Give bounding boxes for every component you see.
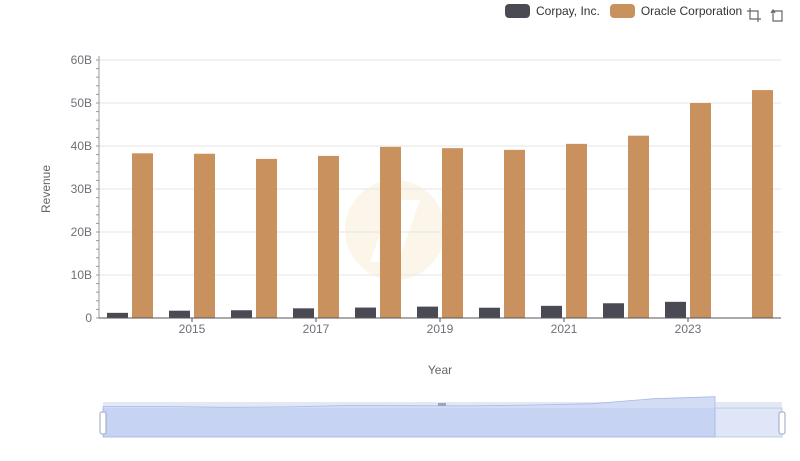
x-tick-label: 2023: [675, 322, 702, 336]
bar-corpay-2014[interactable]: [107, 312, 128, 318]
bar-corpay-2023[interactable]: [665, 301, 686, 318]
y-tick-label: 40B: [71, 139, 92, 153]
legend: Corpay, Inc. Oracle Corporation: [505, 4, 742, 18]
bar-oracle-2021[interactable]: [566, 143, 587, 318]
y-tick-label: 10B: [71, 268, 92, 282]
slider-drag-grip[interactable]: [438, 403, 446, 406]
legend-item-oracle[interactable]: Oracle Corporation: [609, 4, 743, 18]
y-tick-label: 50B: [71, 96, 92, 110]
bar-oracle-2017[interactable]: [318, 155, 339, 318]
restore-icon[interactable]: [770, 7, 786, 23]
bar-oracle-2024[interactable]: [752, 90, 773, 318]
bar-group: [107, 90, 773, 318]
slider-handle-left[interactable]: [99, 411, 107, 435]
y-tick-label: 0: [85, 311, 92, 325]
bar-oracle-2018[interactable]: [380, 146, 401, 318]
toolbox: [746, 7, 786, 23]
bar-corpay-2021[interactable]: [541, 305, 562, 318]
bar-oracle-2015[interactable]: [194, 153, 215, 318]
legend-label-corpay: Corpay, Inc.: [536, 4, 600, 18]
x-tick-label: 2015: [179, 322, 206, 336]
bar-oracle-2023[interactable]: [690, 103, 711, 318]
bar-oracle-2016[interactable]: [256, 158, 277, 318]
bar-corpay-2018[interactable]: [355, 307, 376, 318]
bar-corpay-2019[interactable]: [417, 306, 438, 318]
legend-label-oracle: Oracle Corporation: [640, 4, 743, 18]
legend-swatch-corpay: [505, 4, 530, 18]
bar-corpay-2017[interactable]: [293, 308, 314, 318]
bar-oracle-2014[interactable]: [132, 153, 153, 318]
y-tick-label: 30B: [71, 182, 92, 196]
zoom-icon[interactable]: [746, 7, 762, 23]
bar-corpay-2022[interactable]: [603, 303, 624, 318]
slider-handle-right[interactable]: [778, 411, 786, 435]
data-zoom-slider[interactable]: [99, 396, 786, 438]
x-tick-label: 2021: [551, 322, 578, 336]
y-tick-label: 20B: [71, 225, 92, 239]
slider-selection[interactable]: [103, 408, 782, 437]
bar-corpay-2016[interactable]: [231, 310, 252, 318]
y-axis-label: Revenue: [39, 165, 53, 213]
bar-corpay-2015[interactable]: [169, 310, 190, 318]
bar-corpay-2020[interactable]: [479, 307, 500, 318]
legend-swatch-oracle: [609, 4, 635, 18]
bar-oracle-2020[interactable]: [504, 149, 525, 318]
x-tick-label: 2019: [427, 322, 454, 336]
legend-item-corpay[interactable]: Corpay, Inc.: [505, 4, 600, 18]
y-tick-label: 60B: [71, 53, 92, 67]
bar-oracle-2022[interactable]: [628, 135, 649, 318]
x-tick-label: 2017: [303, 322, 330, 336]
axes: 0 10B 20B 30B 40B 50B 60B 2015 2017 2019 2021 2023: [71, 53, 781, 336]
x-axis-label: Year: [428, 363, 452, 377]
bar-oracle-2019[interactable]: [442, 148, 463, 318]
